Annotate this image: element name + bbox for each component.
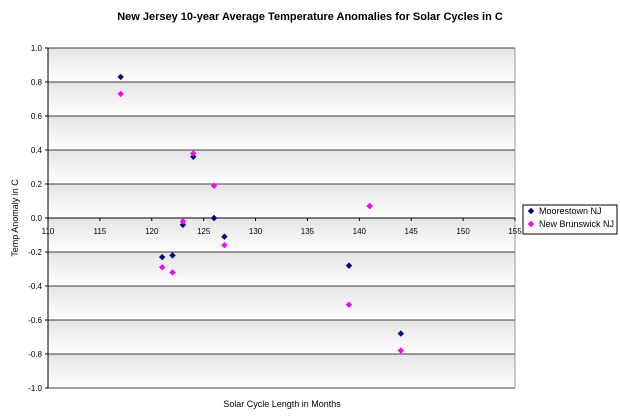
x-axis-label: Solar Cycle Length in Months [223,399,341,409]
x-tick-label: 115 [94,227,107,236]
y-tick-label: 0.0 [31,214,43,223]
data-points [117,73,405,354]
data-point [397,330,405,337]
y-tick-label: 0.4 [31,146,43,155]
plot-area [48,48,515,388]
data-point [190,153,197,160]
plot-band [48,320,515,354]
x-tick-label: 150 [456,227,470,236]
data-point [179,218,187,225]
y-tick-label: 0.2 [31,180,43,189]
plot-band [48,150,515,184]
data-point [345,262,353,269]
x-tick-labels: 110 115 120 125 130 135 140 145 150 155 [42,218,522,236]
y-tick-label: -0.6 [28,316,42,325]
y-tick-labels: 1.0 0.8 0.6 0.4 0.2 0.0 -0.2 -0.4 -0.6 -0.8 -1.0 [28,44,48,393]
plot-band [48,116,515,150]
data-point [397,347,405,354]
x-tick-label: 135 [301,227,315,236]
data-point [158,264,166,271]
data-point [158,253,166,261]
legend: Moorestown NJ New Brunswick NJ [522,204,618,235]
plot-band [48,48,515,82]
x-tick-label: 125 [197,227,211,236]
data-point [169,252,176,259]
legend-label: Moorestown NJ [539,206,602,216]
y-tick-label: -0.4 [28,282,42,291]
y-tick-label: -0.8 [28,350,42,359]
data-point [169,269,176,276]
data-point [221,233,228,240]
x-tick-label: 110 [42,227,55,236]
y-tick-label: -1.0 [28,384,42,393]
data-point [179,221,187,228]
legend-label: New Brunswick NJ [539,219,614,229]
plot-band [48,218,515,252]
plot-band [48,252,515,286]
chart-title: New Jersey 10-year Average Temperature A… [117,11,503,23]
data-point [117,73,124,81]
plot-band [48,184,515,218]
data-point [210,214,218,222]
y-tick-label: 0.6 [31,112,43,121]
x-tick-label: 120 [145,227,159,236]
x-tick-label: 130 [249,227,263,236]
y-tick-label: 1.0 [31,44,43,53]
y-axis-label: Temp Anomaly in C [10,179,20,257]
y-tick-label: 0.8 [31,78,43,87]
x-tick-label: 155 [508,227,522,236]
series-0 [117,73,405,337]
legend-box [522,204,618,235]
data-point [210,182,218,189]
plot-band [48,286,515,320]
plot-band [48,354,515,388]
x-tick-label: 145 [405,227,419,236]
series-1 [117,90,405,354]
y-tick-label: -0.2 [28,248,42,257]
x-tick-label: 140 [353,227,367,236]
data-point [117,90,124,98]
plot-band [48,82,515,116]
gridlines [48,47,515,389]
data-point [221,242,228,249]
data-point [190,150,197,157]
legend-marker [527,220,535,228]
data-point [345,301,353,308]
data-point [366,202,373,210]
legend-marker [527,207,535,215]
